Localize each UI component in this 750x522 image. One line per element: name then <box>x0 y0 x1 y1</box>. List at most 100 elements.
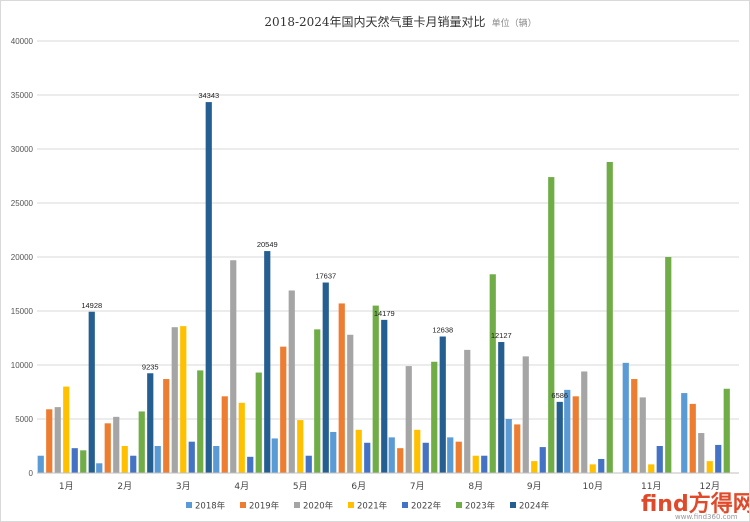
data-label: 12127 <box>491 331 512 340</box>
watermark-brand: find方得网 <box>641 491 749 517</box>
bar <box>104 423 111 473</box>
bar <box>631 379 638 473</box>
bar <box>397 448 404 473</box>
y-tick-label: 5000 <box>15 415 33 424</box>
bar <box>264 251 271 473</box>
watermark-url: www.find360.com <box>675 513 738 521</box>
bar <box>280 346 287 473</box>
bar <box>622 362 629 473</box>
bar <box>498 342 505 473</box>
legend-swatch <box>456 502 462 508</box>
legend-label: 2021年 <box>357 501 388 512</box>
data-label: 17637 <box>315 272 336 281</box>
legend-swatch <box>240 502 246 508</box>
bar <box>322 282 329 473</box>
y-tick-label: 15000 <box>11 307 34 316</box>
bar <box>247 456 254 473</box>
bar <box>154 446 161 473</box>
bar <box>606 161 613 473</box>
bar <box>572 396 579 473</box>
bar <box>715 444 722 473</box>
bar <box>639 397 646 473</box>
legend-swatch <box>402 502 408 508</box>
x-tick-label: 9月 <box>527 481 542 492</box>
bar <box>271 438 278 473</box>
bar <box>188 441 195 473</box>
y-tick-label: 20000 <box>11 253 34 262</box>
bar <box>681 393 688 473</box>
bar <box>113 416 120 473</box>
legend-swatch <box>348 502 354 508</box>
data-label: 6586 <box>551 391 568 400</box>
bar <box>63 386 70 473</box>
bar <box>388 437 395 473</box>
axes: 0 5000 10000 15000 20000 25000 30000 35000 40000… <box>11 37 739 492</box>
bar <box>338 303 345 473</box>
legend-label: 2022年 <box>411 501 442 512</box>
legend-label: 2020年 <box>303 501 334 512</box>
legend-label: 2024年 <box>519 501 550 512</box>
bar <box>531 461 538 473</box>
bar <box>71 448 78 473</box>
data-labels: 14928 9235 34343 20549 17637 14179 12638 12127 6… <box>81 91 568 400</box>
bar <box>347 334 354 473</box>
x-tick-label: 10月 <box>583 481 603 492</box>
bar <box>121 446 128 473</box>
bar <box>54 407 61 473</box>
bar <box>414 429 421 473</box>
bar <box>723 388 730 473</box>
bar <box>372 305 379 473</box>
x-tick-label: 1月 <box>59 481 74 492</box>
bar <box>381 319 388 473</box>
legend-label: 2018年 <box>195 501 226 512</box>
y-tick-label: 35000 <box>11 91 34 100</box>
bar <box>598 458 605 473</box>
data-label: 14179 <box>374 309 395 318</box>
x-tick-label: 8月 <box>468 481 483 492</box>
bar <box>163 379 170 473</box>
bar <box>522 356 529 473</box>
bar <box>464 349 471 473</box>
bars <box>37 102 730 474</box>
bar <box>238 402 245 473</box>
data-label: 20549 <box>257 240 278 249</box>
bar <box>431 361 438 473</box>
bar <box>481 455 488 473</box>
bar <box>288 290 295 473</box>
x-tick-label: 3月 <box>176 481 191 492</box>
bar <box>581 371 588 473</box>
bar <box>706 461 713 473</box>
y-tick-label: 25000 <box>11 199 34 208</box>
bar <box>230 260 237 473</box>
bar <box>80 450 87 473</box>
bar <box>665 257 672 473</box>
watermark: find方得网 www.find360.com <box>641 491 749 521</box>
y-tick-label: 30000 <box>11 145 34 154</box>
bar <box>439 336 446 473</box>
bar <box>564 389 571 473</box>
bar <box>255 372 262 473</box>
bar <box>305 455 312 473</box>
bar <box>205 102 212 474</box>
bar <box>648 464 655 473</box>
x-tick-label: 5月 <box>293 481 308 492</box>
bar <box>297 420 304 473</box>
x-tick-label: 12月 <box>700 481 720 492</box>
legend-swatch <box>510 502 516 508</box>
x-tick-label: 6月 <box>351 481 366 492</box>
bar <box>489 274 496 473</box>
y-tick-label: 0 <box>29 469 34 478</box>
unit-label: 单位（辆） <box>492 17 537 29</box>
bar <box>556 401 563 473</box>
bar <box>364 442 371 473</box>
legend-swatch <box>294 502 300 508</box>
legend-swatch <box>186 502 192 508</box>
x-tick-label: 4月 <box>234 481 249 492</box>
bar <box>147 373 154 473</box>
y-tick-label: 10000 <box>11 361 34 370</box>
gridlines <box>37 40 739 474</box>
bar <box>330 431 337 473</box>
bar <box>88 311 95 473</box>
